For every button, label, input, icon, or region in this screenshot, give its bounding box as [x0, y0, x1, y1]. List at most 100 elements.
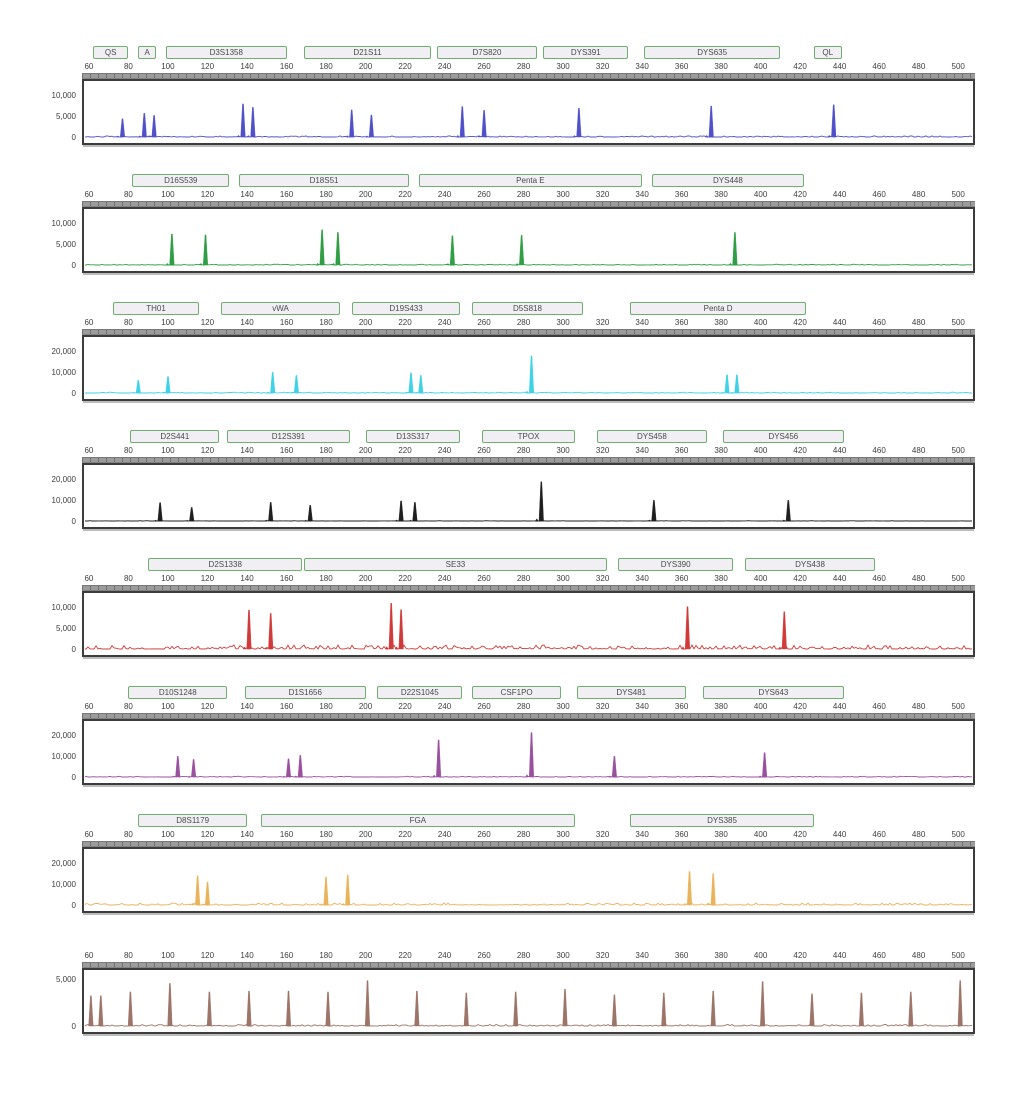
x-tick-label: 500	[951, 318, 965, 327]
x-tick-label: 420	[793, 574, 807, 583]
marker-box-vWA: vWA	[221, 302, 340, 315]
x-tick-label: 160	[279, 62, 294, 71]
y-tick-label: 5,000	[55, 111, 76, 121]
x-tick-label: 260	[477, 951, 491, 960]
size-ruler	[82, 962, 975, 968]
marker-row: QS A D3S1358 D21S11 D7S820 DYS391 DYS635 QL	[82, 46, 975, 62]
marker-row: D2S441 D12S391 D13S317 TPOX DYS458 DYS456	[82, 430, 975, 446]
x-tick-label: 140	[240, 702, 254, 711]
x-tick-label: 500	[951, 830, 965, 839]
marker-box-D5S818: D5S818	[472, 302, 583, 315]
x-tick-label: 80	[123, 951, 133, 960]
x-tick-label: 400	[753, 574, 768, 583]
electropherogram-trace	[85, 229, 972, 266]
x-tick-label: 180	[319, 190, 333, 199]
x-tick-label: 160	[279, 830, 294, 839]
marker-box-FGA: FGA	[260, 814, 575, 827]
x-tick-label: 340	[635, 830, 649, 839]
x-tick-label: 480	[911, 190, 926, 199]
x-tick-label: 460	[872, 446, 886, 455]
x-tick-label: 460	[872, 318, 886, 327]
x-tick-label: 160	[279, 574, 294, 583]
x-tick-label: 60	[84, 830, 94, 839]
electropherogram-trace	[84, 103, 973, 138]
dye-panel-purple: D10S1248 D1S1656 D22S1045 CSF1PO DYS481 DYS64…	[52, 686, 975, 785]
x-tick-label: 200	[358, 574, 373, 583]
x-tick-label: 360	[674, 574, 689, 583]
x-tick-label: 100	[161, 190, 175, 199]
marker-box-QS: QS	[92, 46, 129, 59]
trace-plot-ladder	[82, 968, 975, 1034]
x-tick-label: 440	[832, 190, 847, 199]
x-tick-label: 220	[398, 190, 412, 199]
x-tick-label: 160	[279, 702, 294, 711]
x-tick-label: 420	[793, 830, 807, 839]
trace-plot-green	[82, 207, 975, 273]
marker-box-D1S1656: D1S1656	[245, 686, 366, 699]
x-tick-label: 140	[240, 574, 254, 583]
x-axis-tick-row: 60 80 100 120 140 160 180 200 220 240 260 280 300 320…	[82, 446, 975, 457]
x-tick-label: 400	[753, 830, 768, 839]
trace-plot-cyan	[82, 335, 975, 401]
x-tick-label: 400	[753, 62, 768, 71]
size-ruler	[82, 841, 975, 847]
x-tick-label: 140	[240, 830, 254, 839]
x-tick-label: 100	[161, 446, 175, 455]
x-tick-label: 260	[477, 446, 491, 455]
dye-panel-blue: QS A D3S1358 D21S11 D7S820 DYS391 DYS635 QL 60 80…	[52, 46, 975, 145]
marker-box-DYS448: DYS448	[651, 174, 804, 187]
x-tick-label: 200	[358, 62, 373, 71]
x-tick-label: 220	[398, 702, 412, 711]
marker-box-D2S441: D2S441	[130, 430, 220, 443]
dye-panel-orange: D8S1179 FGA DYS385 60 80 100 120 140 160 180 200 22…	[52, 814, 975, 913]
x-tick-label: 220	[398, 830, 412, 839]
x-tick-label: 400	[753, 702, 768, 711]
x-tick-label: 220	[398, 318, 412, 327]
x-tick-label: 120	[200, 318, 215, 327]
x-tick-label: 60	[84, 446, 94, 455]
marker-box-DYS635: DYS635	[644, 46, 781, 59]
x-tick-label: 360	[674, 702, 689, 711]
marker-box-D7S820: D7S820	[436, 46, 538, 59]
size-ruler	[82, 713, 975, 719]
electropherogram-trace	[85, 355, 972, 394]
marker-box-D13S317: D13S317	[365, 430, 461, 443]
x-tick-label: 100	[161, 574, 175, 583]
x-tick-label: 240	[437, 190, 452, 199]
x-tick-label: 100	[161, 318, 175, 327]
size-ruler	[82, 457, 975, 463]
size-ruler	[82, 201, 975, 207]
x-tick-label: 500	[951, 574, 965, 583]
x-tick-label: 100	[161, 62, 175, 71]
y-tick-label: 20,000	[51, 858, 76, 868]
marker-box-DYS390: DYS390	[618, 558, 733, 571]
x-tick-label: 120	[200, 830, 215, 839]
x-tick-label: 260	[477, 830, 491, 839]
x-tick-label: 300	[556, 702, 570, 711]
x-tick-label: 340	[635, 446, 649, 455]
x-tick-label: 200	[358, 446, 373, 455]
x-tick-label: 60	[84, 62, 94, 71]
x-tick-label: 420	[793, 318, 807, 327]
marker-box-D22S1045: D22S1045	[377, 686, 463, 699]
x-tick-label: 500	[951, 702, 965, 711]
x-tick-label: 140	[240, 62, 254, 71]
x-tick-label: 260	[477, 702, 491, 711]
x-tick-label: 140	[240, 190, 254, 199]
x-axis-tick-row: 60 80 100 120 140 160 180 200 220 240 260 280 300 320…	[82, 318, 975, 329]
electropherogram-trace	[85, 603, 973, 650]
x-tick-label: 340	[635, 574, 649, 583]
x-axis-tick-row: 60 80 100 120 140 160 180 200 220 240 260 280 300 320…	[82, 62, 975, 73]
x-tick-label: 200	[358, 702, 373, 711]
x-tick-label: 500	[951, 190, 965, 199]
x-tick-label: 480	[911, 62, 926, 71]
x-axis-tick-row: 60 80 100 120 140 160 180 200 220 240 260 280 300 320…	[82, 830, 975, 841]
trace-plot-red	[82, 591, 975, 657]
x-tick-label: 340	[635, 702, 649, 711]
x-tick-label: 240	[437, 318, 452, 327]
x-tick-label: 280	[516, 62, 531, 71]
x-tick-label: 260	[477, 318, 491, 327]
x-tick-label: 200	[358, 951, 373, 960]
x-tick-label: 420	[793, 190, 807, 199]
marker-box-D18S51: D18S51	[239, 174, 409, 187]
